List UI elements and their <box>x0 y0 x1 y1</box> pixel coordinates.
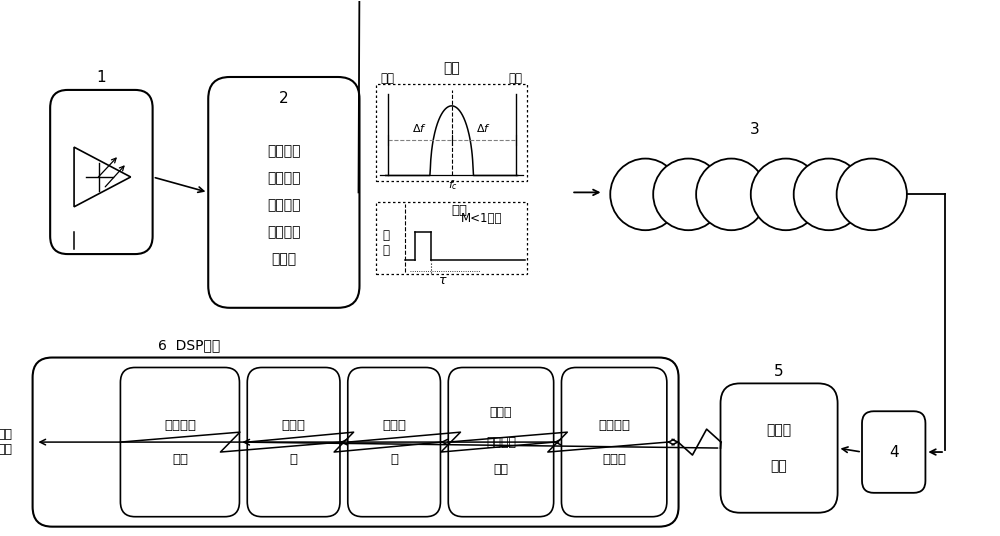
Text: 频域: 频域 <box>443 61 460 75</box>
Circle shape <box>610 159 681 230</box>
Polygon shape <box>74 147 131 207</box>
Text: $\tau$: $\tau$ <box>438 274 447 287</box>
Circle shape <box>653 159 723 230</box>
Text: $\Delta f$: $\Delta f$ <box>412 122 427 133</box>
Text: 偿: 偿 <box>390 452 398 465</box>
Text: 6  DSP模块: 6 DSP模块 <box>158 339 220 353</box>
Text: 提取: 提取 <box>172 452 188 465</box>
Text: $\Delta f$: $\Delta f$ <box>476 122 491 133</box>
Text: 2: 2 <box>279 91 289 106</box>
Text: 时域: 时域 <box>451 204 467 217</box>
Text: 非线性: 非线性 <box>490 406 512 419</box>
FancyBboxPatch shape <box>448 368 554 517</box>
Text: 符号判决: 符号判决 <box>598 419 630 431</box>
Text: 导频: 导频 <box>509 72 523 85</box>
Circle shape <box>837 159 907 230</box>
Text: 1: 1 <box>97 71 106 85</box>
Text: $f_c$: $f_c$ <box>448 178 458 192</box>
FancyBboxPatch shape <box>33 358 679 527</box>
Text: 脉冲调制: 脉冲调制 <box>267 225 301 239</box>
Text: 导
频: 导 频 <box>382 229 389 257</box>
Text: 导频定位: 导频定位 <box>164 419 196 431</box>
Text: 4: 4 <box>889 444 899 459</box>
FancyBboxPatch shape <box>208 77 359 308</box>
FancyBboxPatch shape <box>862 411 925 493</box>
FancyBboxPatch shape <box>721 383 838 513</box>
Circle shape <box>751 159 821 230</box>
Text: 导频: 导频 <box>381 72 395 85</box>
Text: 相位噪声: 相位噪声 <box>486 436 516 449</box>
Text: 偿: 偿 <box>290 452 298 465</box>
Text: 与解码: 与解码 <box>602 452 626 465</box>
Text: M<1脉冲: M<1脉冲 <box>461 212 502 225</box>
FancyBboxPatch shape <box>247 368 340 517</box>
FancyBboxPatch shape <box>561 368 667 517</box>
Text: 补偿: 补偿 <box>493 464 508 477</box>
FancyBboxPatch shape <box>50 90 153 254</box>
Circle shape <box>696 159 766 230</box>
Text: 换器: 换器 <box>771 459 787 473</box>
Text: 数据
输出: 数据 输出 <box>0 428 13 456</box>
Text: 模块）: 模块） <box>271 252 296 266</box>
Bar <box>376 203 527 274</box>
Text: （附加导: （附加导 <box>267 172 301 185</box>
Text: 光发射机: 光发射机 <box>267 145 301 159</box>
Text: 模数转: 模数转 <box>766 423 792 437</box>
Text: 5: 5 <box>774 364 784 379</box>
Text: 频插入和: 频插入和 <box>267 198 301 212</box>
Text: 3: 3 <box>750 122 760 137</box>
Bar <box>376 84 527 182</box>
Circle shape <box>794 159 864 230</box>
Text: 色散补: 色散补 <box>382 419 406 431</box>
FancyBboxPatch shape <box>120 368 239 517</box>
Text: 频偏补: 频偏补 <box>282 419 306 431</box>
FancyBboxPatch shape <box>348 368 440 517</box>
